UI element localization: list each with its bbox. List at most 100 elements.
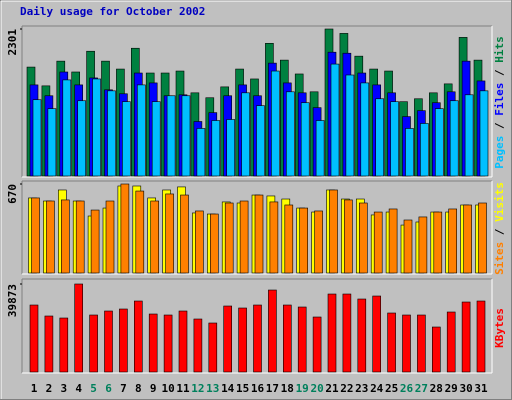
bar [226,119,235,177]
x-tick-label: 13 [206,382,219,395]
x-tick-label: 12 [191,382,204,395]
bar [312,316,322,373]
legend: KBytes [493,308,506,348]
bar [390,101,399,177]
x-tick-label: 22 [340,382,353,395]
bar [92,78,101,177]
bar [163,314,173,373]
bar [134,300,143,373]
x-tick-label: 29 [445,382,458,395]
x-tick-label: 15 [236,382,249,395]
bar [402,314,411,373]
bar [297,306,307,373]
bar [208,322,218,373]
x-tick-label: 16 [251,382,265,395]
legend-entry: Visits [493,182,506,222]
legend-entry: KBytes [493,308,506,348]
x-tick-label: 6 [105,382,112,395]
bar [463,204,472,274]
bar [193,318,203,373]
bar [360,82,370,177]
bar [431,326,441,373]
bar [345,74,355,177]
bar [284,204,294,274]
bar [239,200,249,274]
legend-separator: / [493,228,506,235]
bar [74,283,83,373]
x-tick-label: 19 [296,382,309,395]
bar [29,304,39,373]
y-tick-label: 39873 [6,284,19,317]
x-tick-label: 31 [474,382,488,395]
bar [387,312,396,373]
bar [75,200,85,274]
bar [210,213,219,274]
bar [254,194,264,274]
bar [433,211,443,274]
bar [342,293,352,373]
bar [420,123,429,177]
bar [357,298,367,373]
bar [238,307,247,373]
bar [256,105,265,177]
bar [148,313,158,373]
x-tick-label: 3 [60,382,67,395]
bar [90,209,100,274]
bar [178,310,188,373]
bar [165,193,174,274]
bar [46,200,55,274]
bar [253,304,262,373]
x-tick-label: 23 [355,382,368,395]
bar [271,70,280,177]
bar [181,95,191,177]
bar [434,108,444,177]
bar [107,90,116,177]
x-tick-label: 25 [385,382,398,395]
bar [104,310,113,373]
bar [285,91,295,177]
bar [180,194,189,274]
x-tick-label: 21 [325,382,339,395]
legend-separator: / [493,122,506,129]
legend-entry: Pages [493,136,506,169]
x-tick-label: 30 [459,382,472,395]
bar [330,63,340,177]
bar [358,202,368,274]
bar [224,202,234,274]
bar [89,314,98,373]
x-tick-label: 24 [370,382,384,395]
bar [403,219,413,274]
bar [372,295,382,373]
bar [327,293,337,373]
bar [314,210,323,274]
bar [449,100,459,177]
bar [464,94,474,177]
bar [119,308,128,373]
x-tick-label: 10 [161,382,174,395]
bar [282,304,292,373]
bar [375,98,385,177]
x-tick-label: 7 [120,382,127,395]
x-tick-label: 9 [150,382,157,395]
bar [478,202,487,274]
bar [461,301,471,373]
bar [405,128,414,177]
legend-separator: / [493,69,506,76]
x-tick-label: 14 [221,382,235,395]
bar [299,207,309,274]
bar [388,208,398,274]
bar [211,120,221,177]
bar [418,216,428,274]
chart-title: Daily usage for October 2002 [20,5,205,18]
bar [60,199,70,274]
legend-entry: Hits [493,36,506,63]
bar [137,84,146,177]
bar [329,189,338,274]
bar [150,200,159,274]
bar [417,314,426,373]
bar [31,197,40,274]
x-tick-label: 5 [90,382,97,395]
x-tick-label: 1 [31,382,38,395]
legend: Sites / Visits [493,182,506,275]
